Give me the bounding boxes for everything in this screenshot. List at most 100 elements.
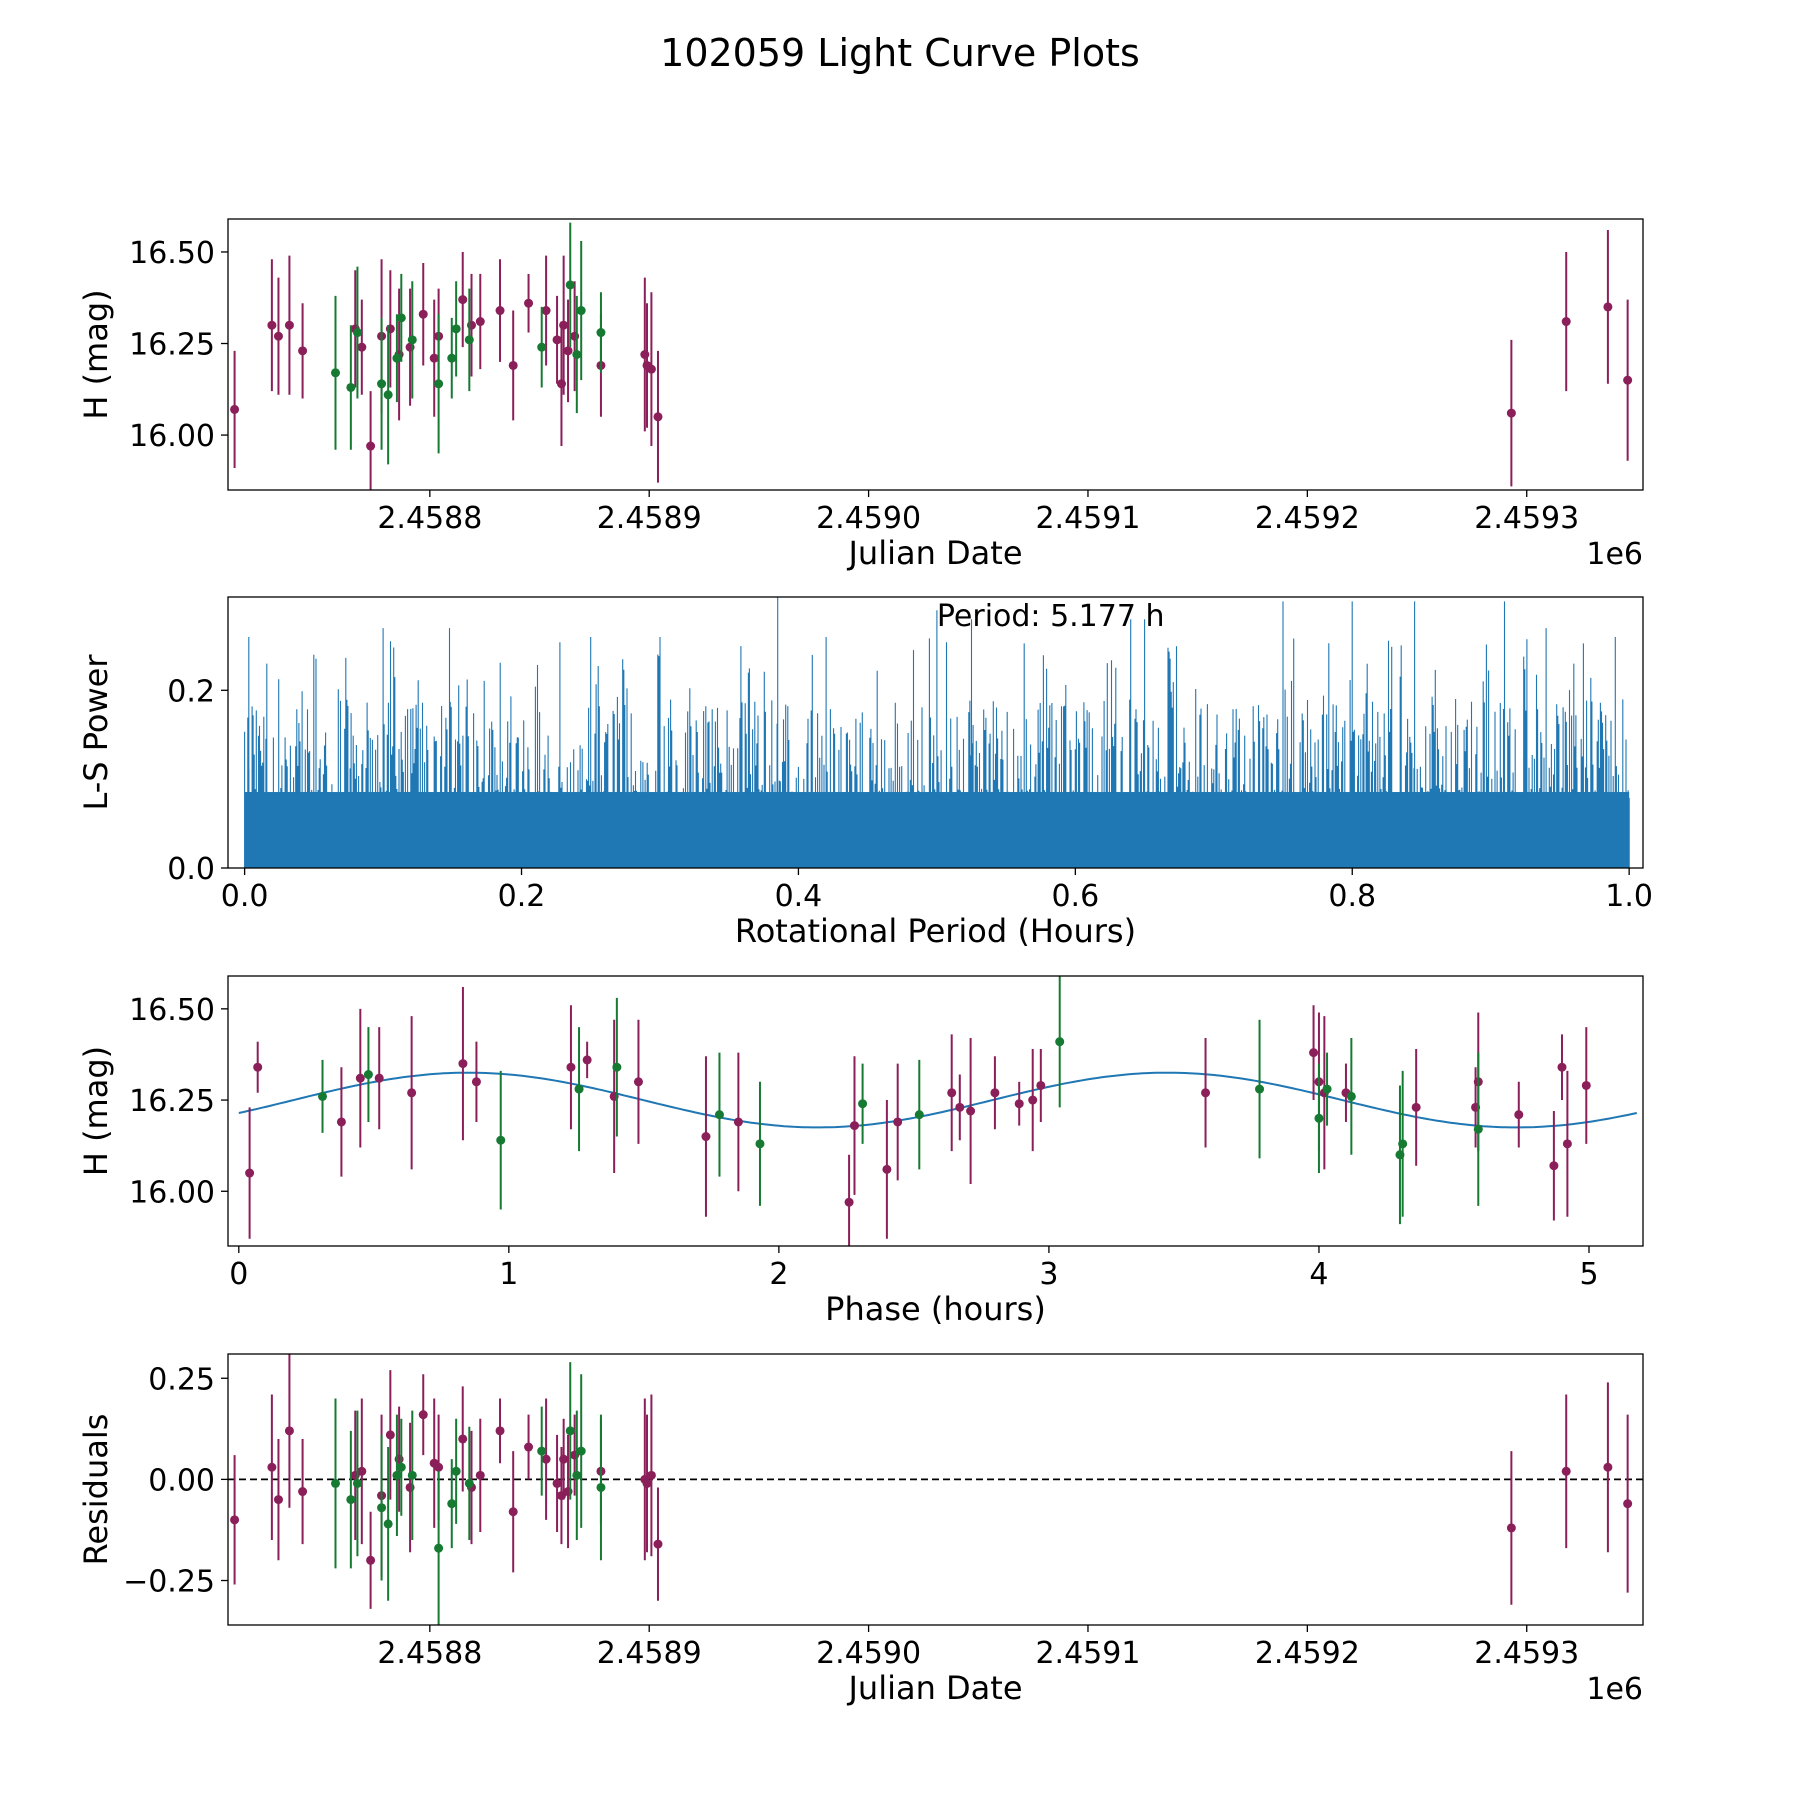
data-point <box>653 412 663 422</box>
axes-frame <box>227 1353 1644 1626</box>
data-point <box>1506 1523 1516 1533</box>
x-tick-label: 2.4588 <box>377 501 482 536</box>
data-point <box>733 1117 743 1127</box>
x-tick-label: 5 <box>1579 1257 1598 1292</box>
data-point <box>273 1495 283 1505</box>
data-point <box>653 1539 663 1549</box>
data-point <box>612 1062 622 1072</box>
y-tick-label: 16.50 <box>129 236 215 271</box>
data-point <box>383 390 393 400</box>
data-point <box>284 320 294 330</box>
data-point <box>1028 1095 1038 1105</box>
data-point <box>559 1454 569 1464</box>
data-point <box>330 1478 340 1488</box>
data-point <box>893 1117 903 1127</box>
x-tick-label: 2.4593 <box>1474 1636 1579 1671</box>
data-point <box>508 360 518 370</box>
x-tick-label: 2.4589 <box>597 501 702 536</box>
data-point <box>844 1197 854 1207</box>
data-point <box>714 1110 724 1120</box>
data-point <box>552 1478 562 1488</box>
periodogram-panel: Period: 5.177 h 0.0 0.2 0.4 0.6 0.8 1.0 0.0 0.2 R… <box>77 596 1653 950</box>
y-axis-label: H (mag) <box>77 289 115 419</box>
plot-area <box>244 597 1630 868</box>
data-point <box>407 335 417 345</box>
magenta-series <box>230 1354 1633 1609</box>
x-tick-label: 2.4591 <box>1035 501 1140 536</box>
data-point <box>1603 1462 1613 1472</box>
data-point <box>572 350 582 359</box>
data-point <box>541 306 551 316</box>
data-point <box>1201 1088 1211 1098</box>
x-tick-label: 0 <box>229 1257 248 1292</box>
x-tick-label: 3 <box>1039 1257 1058 1292</box>
y-tick-label: 0.2 <box>167 674 215 709</box>
data-point <box>267 320 277 330</box>
data-point <box>596 328 606 338</box>
x-tick-label: 4 <box>1309 1257 1328 1292</box>
x-tick-label: 0.0 <box>221 879 269 914</box>
data-point <box>475 317 485 327</box>
data-point <box>471 1077 481 1087</box>
x-axis-label: Phase (hours) <box>825 1290 1046 1328</box>
data-point <box>1314 1113 1324 1123</box>
data-point <box>458 1434 468 1444</box>
data-point <box>451 324 461 334</box>
data-point <box>1473 1124 1483 1134</box>
data-point <box>366 1555 376 1565</box>
data-point <box>298 346 308 356</box>
axes-frame <box>227 975 1644 1247</box>
data-point <box>537 1446 547 1456</box>
data-point <box>596 1482 606 1492</box>
data-point <box>541 1454 551 1464</box>
data-point <box>458 295 468 305</box>
data-point <box>508 1507 518 1517</box>
periodogram-dense-band <box>244 792 1630 868</box>
x-offset-label: 1e6 <box>1586 537 1643 572</box>
data-point <box>418 1410 428 1420</box>
data-point <box>1506 408 1516 418</box>
data-point <box>418 309 428 319</box>
data-point <box>966 1106 976 1116</box>
light-curve-panel: 2.4588 2.4589 2.4590 2.4591 2.4592 2.4593 16.0… <box>77 218 1644 572</box>
data-point <box>253 1062 263 1072</box>
data-point <box>298 1487 308 1497</box>
data-point <box>576 1446 586 1456</box>
axes-frame <box>227 218 1644 491</box>
data-point <box>1603 302 1613 312</box>
y-tick-label: 0.00 <box>148 1463 215 1498</box>
phase-folded-panel: 0 1 2 3 4 5 16.00 16.25 16.50 Phase (hours) H (mag… <box>77 975 1644 1328</box>
data-point <box>1055 1037 1065 1047</box>
data-point <box>383 1519 393 1529</box>
data-point <box>565 1426 575 1436</box>
green-series <box>330 1362 606 1625</box>
x-axis-label: Julian Date <box>846 534 1022 572</box>
axes-frame <box>227 596 1644 869</box>
data-point <box>1036 1080 1046 1090</box>
data-point <box>563 346 573 356</box>
data-point <box>447 1499 457 1509</box>
data-point <box>1514 1110 1524 1120</box>
x-tick-label: 2.4591 <box>1035 1636 1140 1671</box>
data-point <box>849 1121 859 1131</box>
x-tick-label: 2.4590 <box>816 1636 921 1671</box>
data-point <box>318 1091 328 1101</box>
data-point <box>566 1062 576 1072</box>
data-point <box>458 1059 468 1069</box>
data-point <box>377 379 387 389</box>
data-point <box>559 320 569 330</box>
data-point <box>537 342 547 352</box>
data-point <box>434 1543 444 1553</box>
data-point <box>565 280 575 290</box>
data-point <box>429 353 439 363</box>
data-point <box>407 1088 417 1098</box>
plot-area <box>238 976 1638 1246</box>
data-point <box>572 1470 582 1480</box>
data-point <box>495 306 505 316</box>
y-tick-label: −0.25 <box>123 1565 215 1600</box>
y-tick-label: 16.00 <box>129 419 215 454</box>
y-tick-label: 16.00 <box>129 1175 215 1210</box>
data-point <box>1346 1091 1356 1101</box>
y-tick-label: 16.25 <box>129 1084 215 1119</box>
data-point <box>495 1426 505 1436</box>
